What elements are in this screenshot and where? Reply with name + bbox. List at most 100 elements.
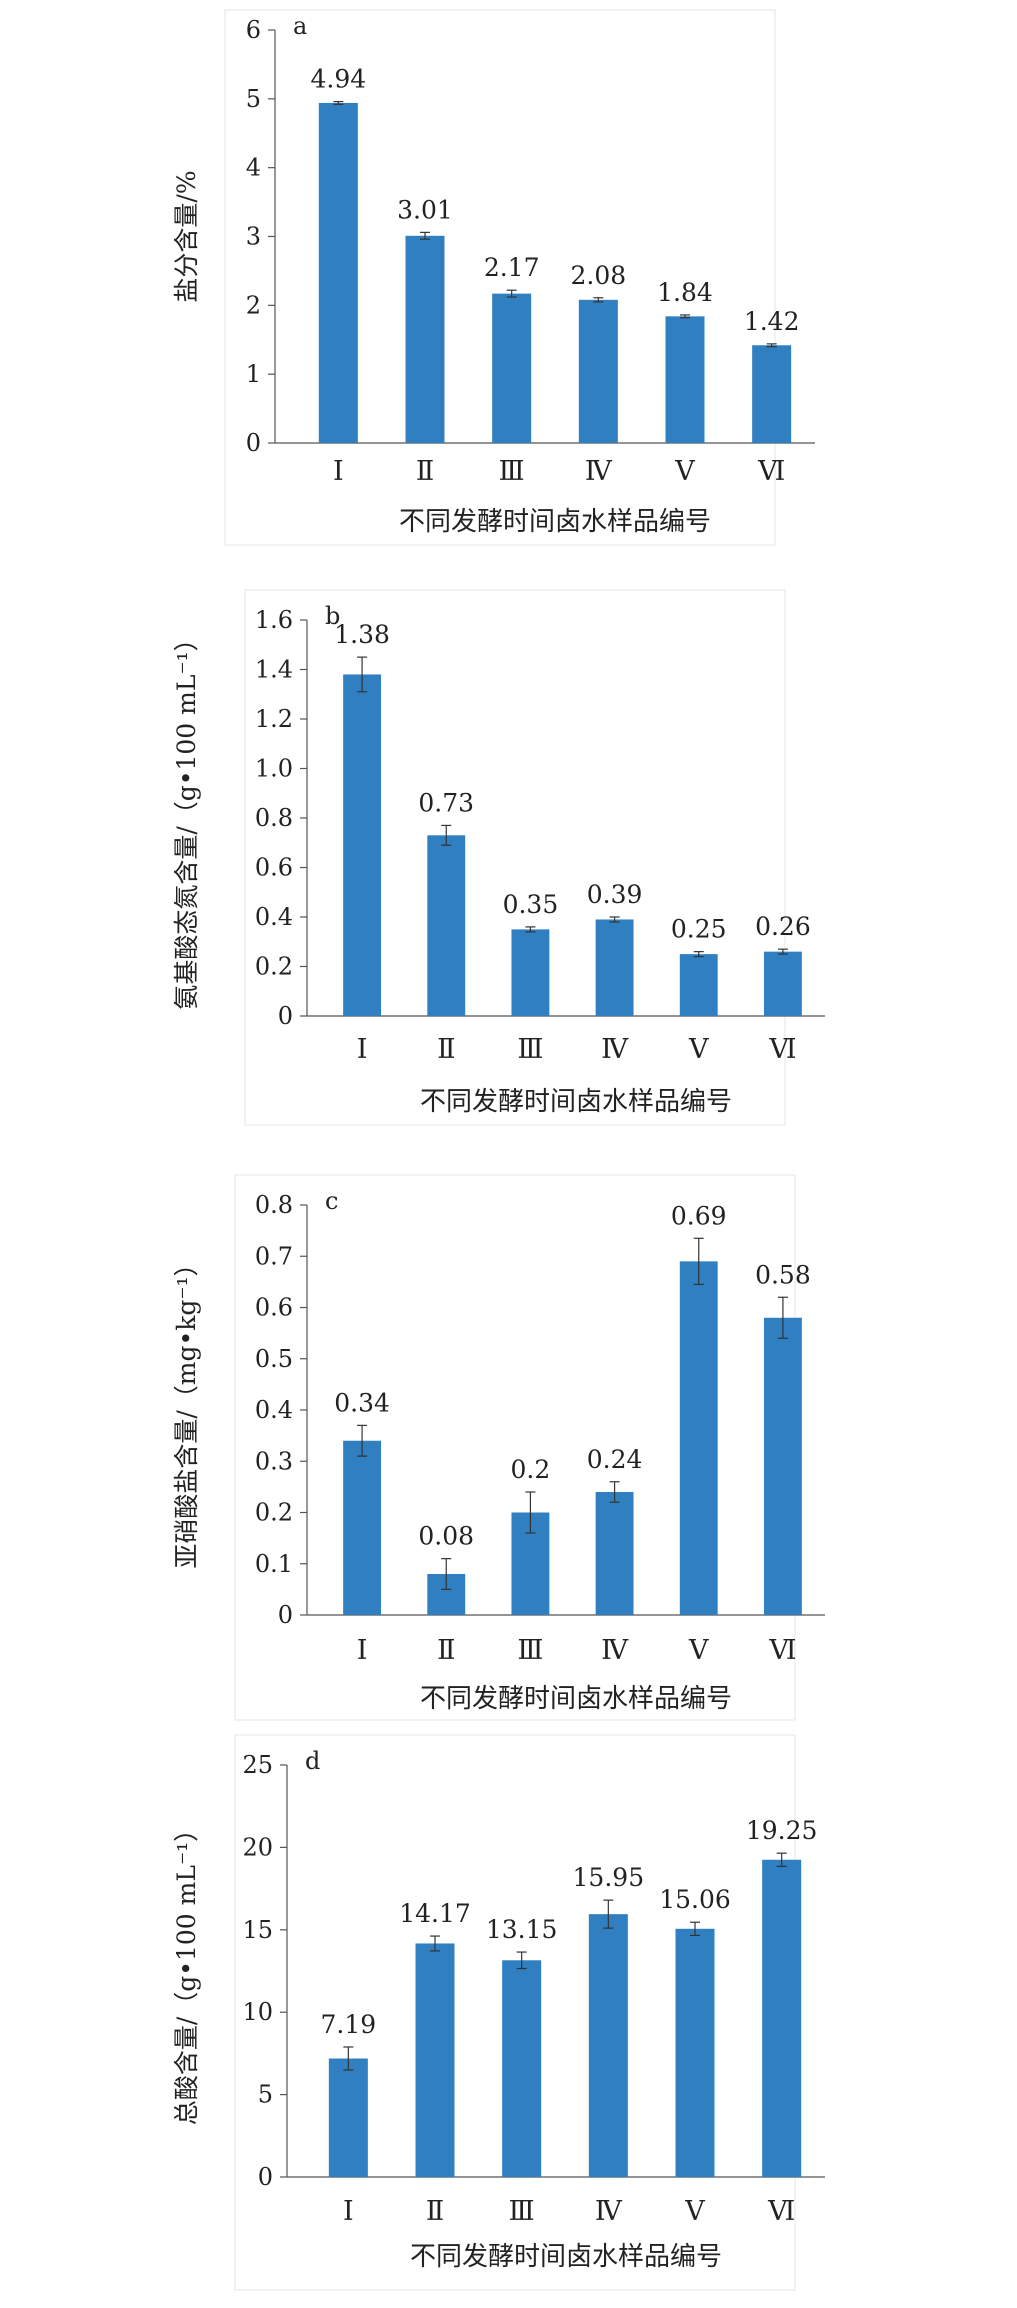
bar-1 <box>343 674 382 1016</box>
bar-2 <box>415 1943 455 2177</box>
bar-4 <box>588 1914 628 2177</box>
y-tick-label: 15 <box>242 1916 273 1944</box>
data-label: 3.01 <box>397 195 453 224</box>
data-label: 2.08 <box>570 261 626 290</box>
y-tick-label: 3 <box>246 223 261 251</box>
y-tick-label: 0.6 <box>255 1294 293 1322</box>
bar-2 <box>405 235 445 443</box>
data-label: 0.25 <box>671 915 727 944</box>
x-axis-title: 不同发酵时间卤水样品编号 <box>410 2242 722 2272</box>
bar-1 <box>328 2058 368 2177</box>
x-tick-label: Ⅲ <box>517 1034 543 1065</box>
data-label: 0.34 <box>334 1388 390 1417</box>
bar-2 <box>427 835 466 1016</box>
data-label: 0.24 <box>587 1445 643 1474</box>
x-tick-label: Ⅵ <box>768 1034 796 1065</box>
x-tick-label: Ⅰ <box>343 2196 354 2227</box>
y-tick-label: 0 <box>246 429 261 457</box>
bar-6 <box>752 345 792 443</box>
data-label: 0.73 <box>418 788 474 817</box>
x-tick-label: Ⅰ <box>357 1034 368 1065</box>
y-axis-title: 总酸含量/（g•100 mL⁻¹） <box>172 1817 201 2125</box>
bar-5 <box>675 1928 715 2177</box>
y-tick-label: 0.4 <box>255 903 293 931</box>
y-tick-label: 0.4 <box>255 1396 293 1424</box>
y-tick-label: 2 <box>246 291 261 319</box>
y-tick-label: 4 <box>246 154 261 182</box>
y-tick-label: 0 <box>278 1002 293 1030</box>
data-label: 14.17 <box>399 1899 471 1928</box>
x-tick-label: Ⅲ <box>499 456 525 487</box>
chart-panel-b: 0 0.2 0.4 0.6 0.8 1.0 1.2 1.4 1.6 b 1.38 Ⅰ 0.73 Ⅱ 0.35… <box>0 580 1017 1140</box>
x-tick-label: Ⅳ <box>601 1034 629 1065</box>
x-tick-label: Ⅵ <box>768 1635 796 1666</box>
data-label: 0.58 <box>755 1260 811 1289</box>
y-tick-label: 0 <box>278 1601 293 1629</box>
panel-frame <box>244 589 786 1126</box>
bar-6 <box>762 1859 802 2177</box>
bar-6 <box>763 1317 802 1615</box>
y-tick-label: 0.2 <box>255 953 293 981</box>
data-label: 4.94 <box>310 65 366 94</box>
y-tick-label: 0.3 <box>255 1447 293 1475</box>
bar-3 <box>502 1960 542 2177</box>
x-tick-label: Ⅳ <box>595 2196 623 2227</box>
panel-label: c <box>325 1187 338 1215</box>
bar-6 <box>763 951 802 1016</box>
bar-1 <box>343 1440 382 1615</box>
panel-label: d <box>305 1747 320 1775</box>
chart-panel-c: 0 0.1 0.2 0.3 0.4 0.5 0.6 0.7 0.8 c 0.34 Ⅰ 0.08 Ⅱ 0.2 Ⅲ… <box>0 1165 1017 1735</box>
y-tick-label: 1.2 <box>255 705 293 733</box>
x-tick-label: Ⅳ <box>585 456 613 487</box>
y-tick-label: 0.2 <box>255 1499 293 1527</box>
x-tick-label: Ⅴ <box>688 1635 709 1666</box>
data-label: 1.84 <box>657 278 713 307</box>
data-label: 15.06 <box>659 1885 731 1914</box>
data-label: 13.15 <box>486 1915 558 1944</box>
y-tick-label: 1.0 <box>255 755 293 783</box>
y-tick-label: 0 <box>258 2163 273 2191</box>
x-tick-label: Ⅲ <box>509 2196 535 2227</box>
data-label: 0.69 <box>671 1201 727 1230</box>
data-label: 7.19 <box>320 2010 376 2039</box>
y-tick-label: 0.7 <box>255 1242 293 1270</box>
y-tick-label: 0.1 <box>255 1550 293 1578</box>
bar-1 <box>318 102 358 444</box>
y-tick-label: 10 <box>242 1998 273 2026</box>
y-tick-label: 0.8 <box>255 804 293 832</box>
data-label: 15.95 <box>573 1863 645 1892</box>
y-axis-title: 盐分含量/% <box>172 170 201 302</box>
x-tick-label: Ⅱ <box>426 2196 444 2227</box>
chart-panel-d: 0 5 10 15 20 25 d 7.19 Ⅰ 14.17 Ⅱ 13.15 Ⅲ 15.95 Ⅳ 15.06 Ⅴ… <box>0 1725 1017 2300</box>
data-label: 0.26 <box>755 912 811 941</box>
x-tick-label: Ⅱ <box>416 456 434 487</box>
chart-svg-d: 0 5 10 15 20 25 d 7.19 Ⅰ 14.17 Ⅱ 13.15 Ⅲ 15.95 Ⅳ 15.06 Ⅴ… <box>172 1734 825 2291</box>
bar-3 <box>511 929 550 1016</box>
y-tick-label: 1 <box>246 360 261 388</box>
chart-panel-a: 0 1 2 3 4 5 6 a 4.94 Ⅰ 3.01 Ⅱ 2.17 Ⅲ 2.08 Ⅳ 1.84 Ⅴ 1.42 Ⅵ 不同… <box>0 0 1017 560</box>
data-label: 0.39 <box>587 880 643 909</box>
y-tick-label: 20 <box>242 1833 273 1861</box>
y-tick-label: 0.5 <box>255 1345 293 1373</box>
bar-4 <box>578 299 618 443</box>
x-axis-title: 不同发酵时间卤水样品编号 <box>420 1684 732 1714</box>
data-label: 1.42 <box>744 307 800 336</box>
y-axis-title: 亚硝酸盐含量/（mg•kg⁻¹） <box>172 1251 201 1568</box>
chart-svg-b: 0 0.2 0.4 0.6 0.8 1.0 1.2 1.4 1.6 b1.38 Ⅰ 0.73 Ⅱ 0.35… <box>172 589 825 1126</box>
y-tick-label: 25 <box>242 1751 273 1779</box>
x-tick-label: Ⅱ <box>437 1034 455 1065</box>
y-tick-label: 6 <box>246 16 261 44</box>
x-axis-title: 不同发酵时间卤水样品编号 <box>399 507 711 537</box>
chart-svg-c: 0 0.1 0.2 0.3 0.4 0.5 0.6 0.7 0.8 c 0.34 Ⅰ 0.08 Ⅱ 0.2 Ⅲ… <box>172 1174 825 1721</box>
x-axis-title: 不同发酵时间卤水样品编号 <box>420 1087 732 1117</box>
x-tick-label: Ⅲ <box>517 1635 543 1666</box>
y-tick-label: 1.4 <box>255 656 293 684</box>
data-label: 0.35 <box>503 890 559 919</box>
x-tick-label: Ⅴ <box>674 456 695 487</box>
x-tick-label: Ⅰ <box>357 1635 368 1666</box>
panel-label: a <box>293 12 307 40</box>
bar-5 <box>679 1261 718 1615</box>
bar-4 <box>595 1492 634 1615</box>
data-label: 0.2 <box>511 1455 551 1484</box>
panel-frame <box>224 9 776 546</box>
